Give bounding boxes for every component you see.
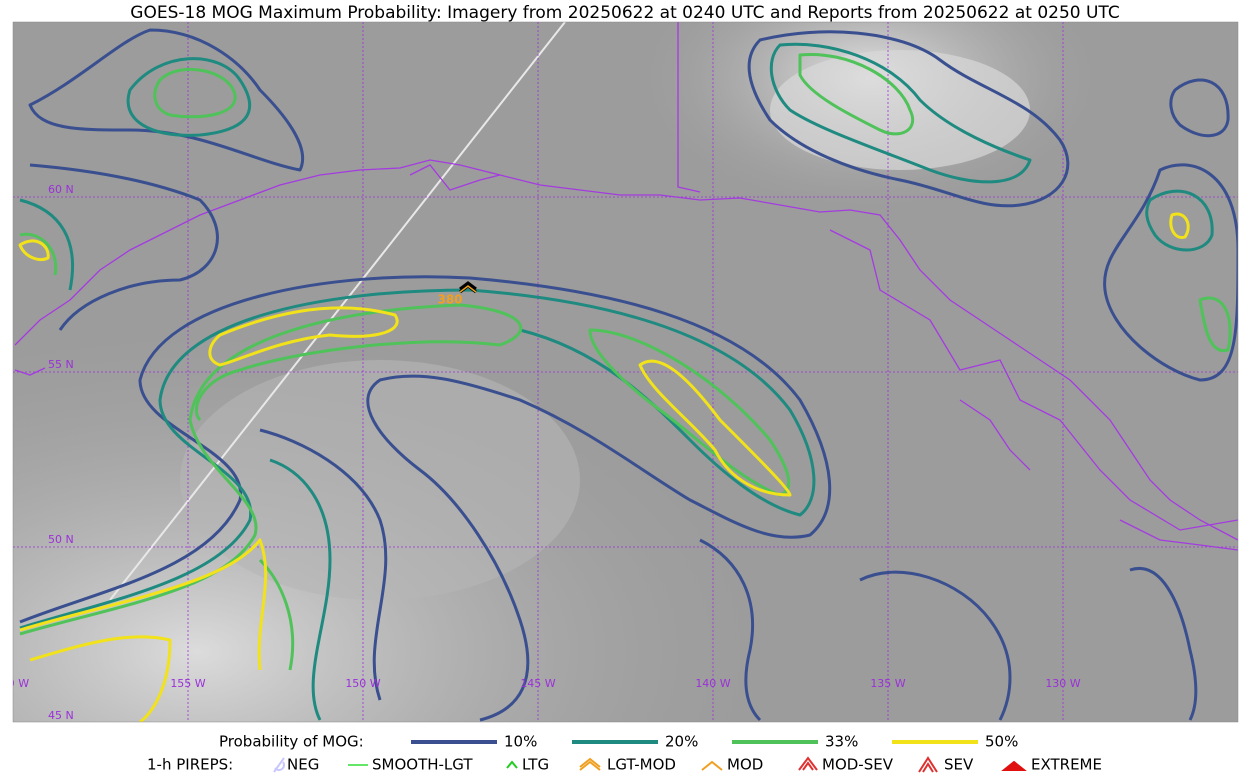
contour-10 — [747, 30, 1070, 208]
contour-33 — [1198, 296, 1232, 353]
longitude-label: 60 W — [1, 677, 29, 690]
pirep-icon — [273, 757, 285, 773]
contour-50 — [1169, 212, 1190, 239]
latitude-label: 60 N — [48, 183, 74, 196]
coast-detail — [409, 164, 501, 191]
cloud-band — [180, 360, 580, 600]
contour-50 — [29, 635, 172, 722]
legend-label: SEV — [944, 756, 974, 774]
coastline — [14, 22, 1238, 551]
contour-10 — [859, 570, 1012, 721]
contour-10 — [699, 538, 762, 722]
longitude-label: 155 W — [170, 677, 205, 690]
contour-10 — [19, 275, 832, 722]
pirep-icon — [506, 760, 518, 769]
contour-50 — [18, 239, 50, 261]
longitude-label: 145 W — [520, 677, 555, 690]
legend-label: LTG — [522, 756, 549, 774]
contours — [18, 28, 1238, 722]
contour-33 — [798, 52, 915, 136]
longitude-label: 150 W — [345, 677, 380, 690]
alaska-coast — [14, 159, 1238, 541]
latitude-label: 45 N — [48, 709, 74, 722]
legend-label: 50% — [985, 733, 1018, 751]
contour-20 — [769, 42, 1032, 184]
contour-10 — [1129, 567, 1198, 721]
map: 380 60 N 55 N 50 N 45 N 60 W 155 W 150 W 145 W 1… — [1, 22, 1238, 722]
panhandle — [829, 229, 1238, 531]
pirep-icon — [701, 760, 723, 771]
contour-33 — [153, 67, 237, 119]
longitude-label: 140 W — [695, 677, 730, 690]
legend-label: NEG — [287, 756, 319, 774]
legend-label: 20% — [665, 733, 698, 751]
title: GOES-18 MOG Maximum Probability: Imagery… — [130, 3, 1119, 23]
island — [959, 399, 1031, 471]
graticule — [13, 22, 1238, 722]
contour-20 — [1145, 189, 1214, 252]
latitude-label: 50 N — [48, 533, 74, 546]
contour-10 — [28, 28, 305, 172]
contour-20 — [126, 57, 251, 137]
geo-labels: 60 N 55 N 50 N 45 N 60 W 155 W 150 W 145 W 140 W… — [1, 183, 1081, 722]
legend-label: 10% — [504, 733, 537, 751]
pirep-icon — [1001, 760, 1027, 771]
contour-10 — [1169, 78, 1230, 138]
contour-50 — [19, 538, 268, 671]
legend-label: LGT-MOD — [607, 756, 676, 774]
pirep-icon — [579, 757, 601, 771]
legend-label: MOD-SEV — [822, 756, 894, 774]
scan-artifact — [109, 22, 566, 601]
longitude-label: 130 W — [1045, 677, 1080, 690]
latitude-label: 55 N — [48, 358, 74, 371]
legend: Probability of MOG: 10% 20% 33% 50% 1-h PIREP… — [147, 733, 1102, 774]
island — [1119, 519, 1238, 551]
pirep-icon — [798, 756, 818, 771]
legend-label: 33% — [825, 733, 858, 751]
legend-title: 1-h PIREPS: — [147, 756, 233, 774]
pirep-report: 380 — [437, 281, 477, 307]
pirep-altitude: 380 — [437, 293, 462, 307]
contour-50 — [208, 306, 399, 367]
contour-10 — [1103, 163, 1238, 382]
pirep-icon — [459, 285, 477, 293]
cloud-band — [770, 50, 1030, 170]
legend-label: MOD — [727, 756, 763, 774]
legend-label: SMOOTH-LGT — [372, 756, 473, 774]
border — [677, 22, 701, 193]
island — [14, 367, 46, 376]
map-frame — [12, 21, 1239, 723]
legend-title: Probability of MOG: — [219, 733, 364, 751]
contour-20 — [269, 458, 332, 721]
contour-10 — [259, 428, 388, 701]
contour-33 — [19, 232, 58, 276]
legend-label: EXTREME — [1031, 756, 1102, 774]
contour-20 — [19, 198, 75, 291]
contour-50 — [638, 359, 792, 497]
longitude-label: 135 W — [870, 677, 905, 690]
contour-10 — [29, 163, 219, 331]
pirep-icon — [918, 756, 938, 773]
